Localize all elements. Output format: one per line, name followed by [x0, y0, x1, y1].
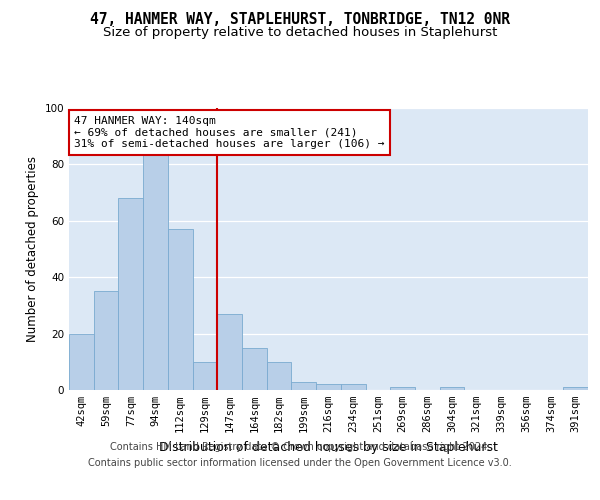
Text: Size of property relative to detached houses in Staplehurst: Size of property relative to detached ho…	[103, 26, 497, 39]
Bar	[341, 384, 365, 390]
Text: 47, HANMER WAY, STAPLEHURST, TONBRIDGE, TN12 0NR: 47, HANMER WAY, STAPLEHURST, TONBRIDGE, …	[90, 12, 510, 28]
Text: Contains HM Land Registry data © Crown copyright and database right 2024.: Contains HM Land Registry data © Crown c…	[110, 442, 490, 452]
Text: Contains public sector information licensed under the Open Government Licence v3: Contains public sector information licen…	[88, 458, 512, 468]
Text: 47 HANMER WAY: 140sqm
← 69% of detached houses are smaller (241)
31% of semi-det: 47 HANMER WAY: 140sqm ← 69% of detached …	[74, 116, 385, 149]
X-axis label: Distribution of detached houses by size in Staplehurst: Distribution of detached houses by size …	[159, 440, 498, 454]
Bar	[267, 362, 292, 390]
Bar	[69, 334, 94, 390]
Bar	[316, 384, 341, 390]
Bar	[118, 198, 143, 390]
Bar	[193, 362, 217, 390]
Y-axis label: Number of detached properties: Number of detached properties	[26, 156, 39, 342]
Bar	[563, 387, 588, 390]
Bar	[217, 314, 242, 390]
Bar	[292, 382, 316, 390]
Bar	[143, 136, 168, 390]
Bar	[440, 387, 464, 390]
Bar	[94, 291, 118, 390]
Bar	[242, 348, 267, 390]
Bar	[390, 387, 415, 390]
Bar	[168, 229, 193, 390]
